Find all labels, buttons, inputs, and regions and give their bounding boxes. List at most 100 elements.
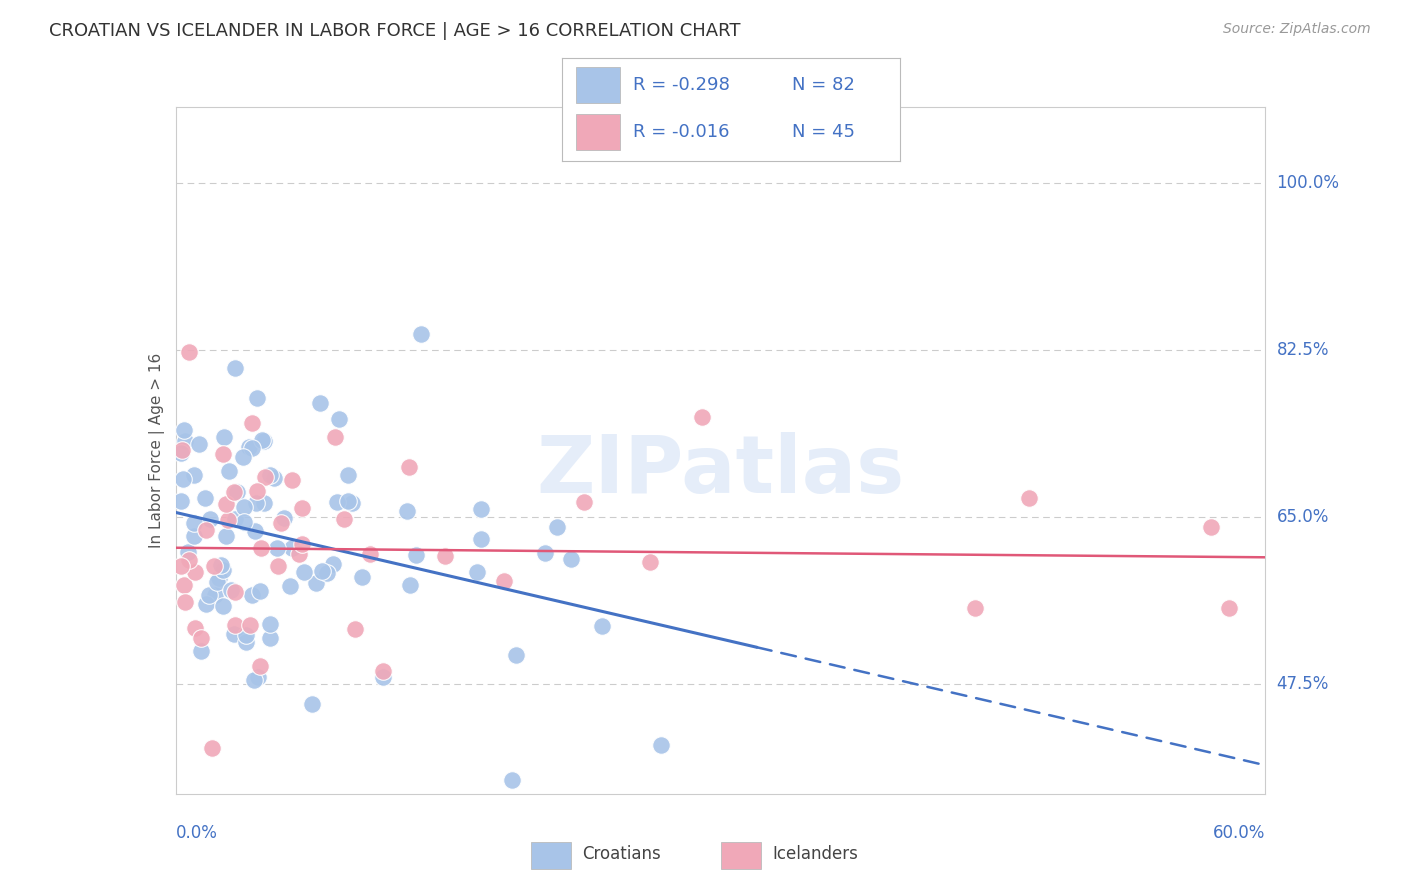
- Point: [222, 485, 245, 500]
- Text: ZIPatlas: ZIPatlas: [537, 432, 904, 510]
- Point: [184, 621, 207, 635]
- Point: [172, 472, 194, 486]
- Point: [239, 617, 262, 632]
- Point: [174, 595, 197, 609]
- Point: [245, 496, 267, 510]
- Point: [174, 434, 197, 448]
- Point: [281, 541, 304, 555]
- Point: [288, 547, 311, 561]
- Point: [405, 548, 427, 562]
- Point: [183, 516, 205, 530]
- Point: [291, 500, 314, 515]
- Point: [243, 673, 266, 688]
- Point: [219, 582, 242, 597]
- Point: [224, 618, 246, 632]
- Point: [170, 446, 193, 460]
- Point: [371, 664, 394, 678]
- Point: [340, 496, 363, 510]
- Point: [963, 600, 986, 615]
- Point: [173, 424, 195, 438]
- Point: [179, 552, 201, 566]
- Point: [240, 588, 263, 602]
- Point: [177, 544, 200, 558]
- Point: [259, 617, 281, 632]
- Point: [692, 410, 714, 425]
- Point: [232, 450, 254, 465]
- Text: 0.0%: 0.0%: [176, 824, 218, 842]
- Point: [250, 433, 273, 447]
- Point: [1018, 491, 1040, 505]
- Y-axis label: In Labor Force | Age > 16: In Labor Force | Age > 16: [149, 353, 165, 548]
- Point: [492, 574, 515, 588]
- Point: [238, 440, 260, 454]
- Point: [371, 670, 394, 684]
- Text: R = -0.016: R = -0.016: [633, 123, 730, 141]
- Point: [311, 564, 333, 578]
- Point: [214, 529, 236, 543]
- Point: [246, 483, 269, 498]
- Point: [183, 565, 205, 579]
- Text: 100.0%: 100.0%: [1277, 174, 1340, 193]
- Point: [209, 558, 232, 572]
- Point: [501, 772, 523, 787]
- Point: [235, 627, 257, 641]
- Point: [183, 529, 205, 543]
- Point: [572, 495, 595, 509]
- Point: [1199, 520, 1222, 534]
- Point: [190, 632, 212, 646]
- Bar: [721, 842, 762, 869]
- Text: N = 82: N = 82: [792, 76, 855, 95]
- Point: [259, 632, 281, 646]
- Point: [170, 558, 193, 573]
- Point: [470, 502, 492, 516]
- Point: [208, 571, 231, 585]
- Bar: [531, 842, 571, 869]
- Point: [170, 494, 193, 508]
- Point: [336, 493, 359, 508]
- Point: [235, 635, 257, 649]
- Point: [246, 392, 269, 406]
- Point: [399, 578, 422, 592]
- Point: [292, 565, 315, 579]
- Point: [1218, 601, 1240, 615]
- Point: [232, 516, 254, 530]
- Point: [218, 464, 240, 478]
- Point: [533, 545, 555, 559]
- Bar: [576, 67, 620, 103]
- Point: [546, 520, 568, 534]
- Point: [224, 512, 246, 526]
- Point: [202, 559, 225, 574]
- Point: [173, 578, 195, 592]
- Point: [316, 566, 339, 581]
- Point: [211, 447, 233, 461]
- Point: [322, 557, 344, 571]
- Point: [266, 541, 288, 555]
- Point: [253, 434, 276, 449]
- Point: [253, 470, 276, 484]
- Text: 65.0%: 65.0%: [1277, 508, 1329, 526]
- Point: [305, 576, 328, 591]
- Text: Source: ZipAtlas.com: Source: ZipAtlas.com: [1223, 22, 1371, 37]
- Point: [247, 670, 270, 684]
- Point: [326, 495, 349, 509]
- Point: [224, 585, 246, 599]
- Point: [301, 698, 323, 712]
- Point: [222, 626, 245, 640]
- Point: [281, 473, 304, 487]
- Point: [187, 437, 209, 451]
- Point: [190, 643, 212, 657]
- Point: [211, 599, 233, 613]
- Point: [638, 555, 661, 569]
- Point: [470, 532, 492, 546]
- Point: [224, 361, 246, 376]
- Point: [242, 441, 264, 455]
- Point: [243, 524, 266, 538]
- Point: [291, 537, 314, 551]
- Point: [336, 468, 359, 483]
- Point: [217, 513, 239, 527]
- Point: [270, 516, 292, 531]
- Point: [183, 468, 205, 483]
- Point: [198, 588, 221, 602]
- Point: [240, 416, 263, 430]
- Point: [309, 396, 332, 410]
